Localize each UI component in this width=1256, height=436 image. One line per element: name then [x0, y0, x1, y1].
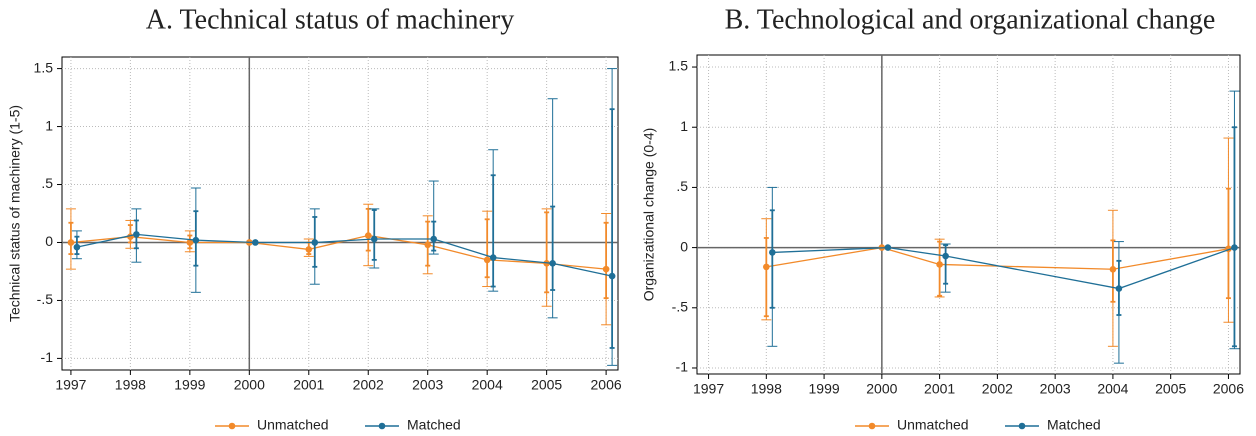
point: [549, 260, 556, 267]
x-tick-label: 2003: [412, 377, 443, 393]
point: [192, 236, 200, 244]
error-bar: [763, 237, 769, 318]
x-tick-label: 2004: [1097, 381, 1128, 397]
point: [370, 235, 378, 243]
point: [364, 232, 372, 239]
y-tick-label: .5: [41, 175, 53, 191]
x-tick-label: 1998: [115, 377, 146, 393]
x-tick-label: 2005: [1155, 381, 1186, 397]
point: [608, 272, 616, 280]
point: [1109, 265, 1117, 273]
legend-swatch: [868, 422, 876, 430]
point: [67, 239, 75, 246]
x-tick-label: 1999: [174, 377, 205, 393]
y-tick-label: 1.5: [669, 58, 689, 74]
point: [1231, 244, 1238, 251]
y-tick-label: 0: [680, 238, 688, 254]
x-tick-label: 2000: [866, 381, 897, 397]
point: [489, 254, 497, 261]
error-bar: [609, 108, 615, 349]
x-tick-label: 2000: [234, 377, 265, 393]
y-tick-label: 1.5: [34, 59, 54, 75]
x-tick-label: 2006: [1213, 381, 1244, 397]
x-tick-label: 2006: [591, 377, 622, 393]
y-tick-label: -.5: [37, 291, 54, 307]
x-tick-label: 1997: [693, 381, 724, 397]
legend-label: Matched: [1047, 417, 1101, 433]
point: [942, 252, 949, 260]
point: [769, 249, 776, 256]
point: [936, 261, 943, 268]
legend-label: Unmatched: [897, 417, 969, 433]
y-tick-label: 1: [680, 118, 688, 134]
plot-area: [61, 56, 619, 371]
x-tick-label: 2003: [1040, 381, 1071, 397]
error-bar: [769, 209, 775, 309]
error-bar: [365, 207, 371, 252]
x-tick-label: 1998: [751, 381, 782, 397]
point: [305, 246, 313, 253]
chart-title: B. Technological and organizational chan…: [725, 4, 1216, 35]
point: [1115, 285, 1123, 292]
x-tick-label: 1997: [55, 377, 86, 393]
x-tick-label: 1999: [809, 381, 840, 397]
point: [424, 241, 432, 249]
y-tick-label: -.5: [672, 298, 689, 314]
error-bar: [603, 221, 609, 300]
chart-title: A. Technical status of machinery: [146, 4, 514, 35]
error-bar: [68, 221, 74, 255]
point: [133, 231, 140, 238]
legend-swatch: [1018, 422, 1026, 430]
y-tick-label: -1: [41, 349, 54, 365]
y-axis-label: Technical status of machinery (1-5): [7, 105, 23, 322]
legend-label: Unmatched: [257, 417, 329, 433]
error-bar: [484, 218, 490, 279]
error-bar: [1225, 187, 1231, 300]
x-tick-label: 2005: [531, 377, 562, 393]
point: [73, 243, 81, 251]
error-bar: [544, 211, 550, 294]
y-tick-label: .5: [676, 178, 688, 194]
y-tick-label: -1: [676, 359, 689, 375]
error-bar: [943, 244, 949, 285]
legend-swatch: [228, 422, 236, 430]
error-bar: [937, 240, 943, 297]
error-bar: [550, 205, 556, 291]
x-tick-label: 2001: [924, 381, 955, 397]
point: [884, 244, 892, 251]
point: [430, 235, 438, 243]
error-bar: [490, 174, 496, 288]
point: [763, 263, 770, 271]
y-tick-label: 0: [45, 233, 53, 249]
plot-area: [696, 54, 1241, 375]
x-tick-label: 2002: [353, 377, 384, 393]
legend-swatch: [378, 422, 386, 430]
error-bar: [1231, 126, 1237, 348]
y-axis-label: Organizational change (0-4): [641, 128, 657, 302]
x-tick-label: 2001: [293, 377, 324, 393]
point: [311, 239, 319, 246]
series-line: [70, 234, 607, 270]
x-tick-label: 2004: [472, 377, 503, 393]
legend-label: Matched: [407, 417, 461, 433]
series-line: [76, 233, 613, 277]
point: [252, 239, 259, 246]
point: [602, 265, 610, 273]
point: [483, 256, 491, 264]
point: [186, 239, 194, 246]
y-tick-label: 1: [45, 117, 53, 133]
x-tick-label: 2002: [982, 381, 1013, 397]
error-bar: [371, 209, 377, 261]
